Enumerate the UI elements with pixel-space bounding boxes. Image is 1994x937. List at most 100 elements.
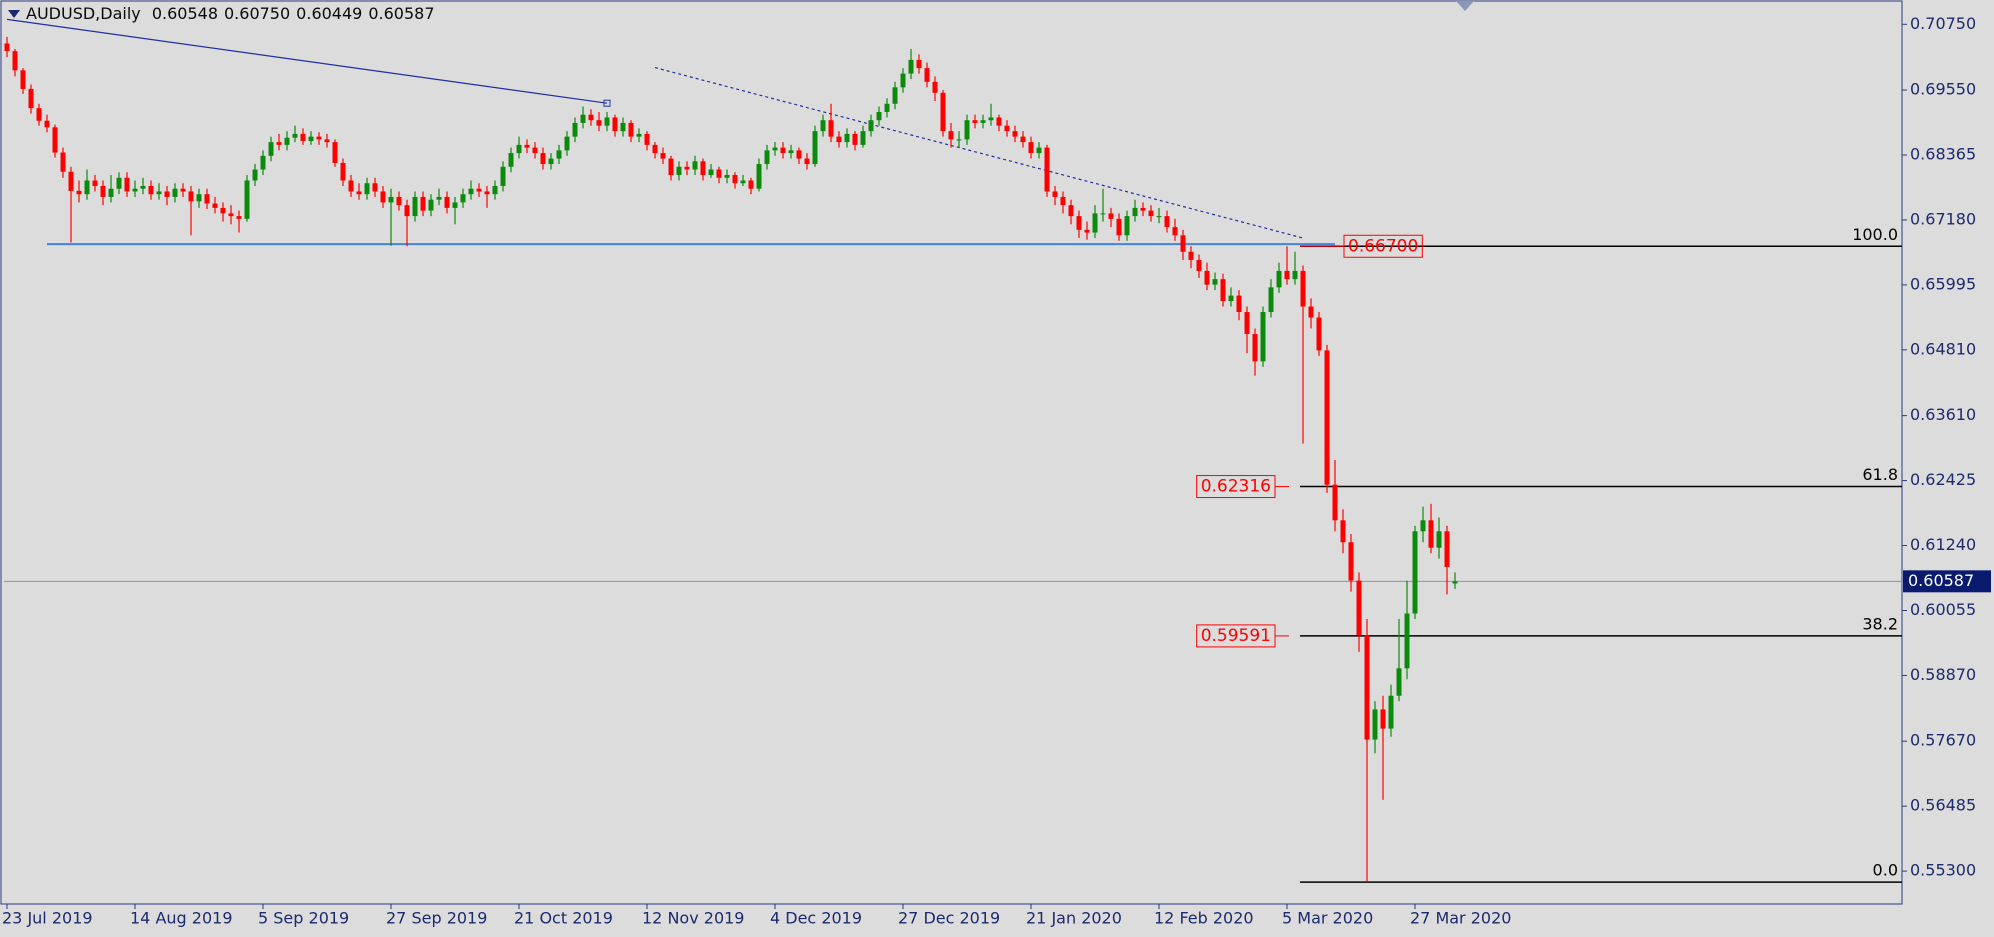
y-tick-label: 0.60055 [1910, 600, 1976, 619]
x-tick-label: 27 Sep 2019 [386, 909, 487, 928]
x-tick-label: 27 Dec 2019 [898, 909, 1000, 928]
candle-body [452, 202, 458, 208]
candle-body [892, 87, 898, 104]
candle-body [620, 122, 626, 132]
x-tick-label: 4 Dec 2019 [770, 909, 862, 928]
candle-body [404, 205, 410, 217]
candle-body [484, 191, 490, 195]
price-label: 0.62316 [1196, 475, 1289, 499]
candle-body [1124, 216, 1130, 236]
candle-body [844, 133, 850, 143]
candle-body [220, 207, 226, 214]
candle-body [532, 147, 538, 154]
candle-body [604, 117, 610, 126]
candle-body [212, 203, 218, 208]
candle-body [732, 175, 738, 184]
candle-body [540, 153, 546, 165]
x-tick-label: 21 Oct 2019 [514, 909, 613, 928]
candle-body [396, 196, 402, 206]
candle-body [596, 120, 602, 126]
y-tick-label: 0.69550 [1910, 80, 1976, 99]
y-tick-label: 0.57670 [1910, 731, 1976, 750]
candle-body [156, 191, 162, 195]
y-tick-label: 0.67180 [1910, 209, 1976, 228]
candle-body [1100, 213, 1106, 215]
candle-body [28, 88, 34, 109]
fib-level-label: 38.2 [1862, 614, 1898, 633]
candle-body [124, 177, 130, 192]
candle-body [740, 180, 746, 184]
candle-body [748, 180, 754, 189]
candle-body [100, 185, 106, 197]
candle-body [372, 183, 378, 192]
candle-body [1316, 317, 1322, 351]
candle-body [836, 136, 842, 143]
candle-body [308, 136, 314, 142]
candle-body [244, 180, 250, 219]
quote-close: 0.60587 [368, 4, 435, 23]
candle-body [1220, 279, 1226, 302]
candle-body [92, 180, 98, 186]
candle-body [1236, 295, 1242, 313]
y-tick-label: 0.63610 [1910, 405, 1976, 424]
candle-body [196, 194, 202, 202]
candle-body [260, 155, 266, 170]
fib-level-label: 100.0 [1852, 225, 1898, 244]
candle-body [1212, 279, 1218, 285]
candle-body [1412, 531, 1418, 614]
menu-triangle[interactable] [8, 9, 20, 18]
candle-body [348, 180, 354, 192]
candle-body [1340, 520, 1346, 543]
y-tick-label: 0.68365 [1910, 145, 1976, 164]
candle-body [1020, 136, 1026, 143]
candle-body [1068, 205, 1074, 217]
candle-body [1364, 635, 1370, 740]
candle-body [1308, 306, 1314, 318]
candle-body [1452, 581, 1458, 584]
candle-body [964, 120, 970, 140]
x-tick-label: 27 Mar 2020 [1410, 909, 1511, 928]
candle-body [1348, 542, 1354, 581]
price-label-text: 0.59591 [1201, 626, 1271, 646]
y-tick-label: 0.61240 [1910, 535, 1976, 554]
candle-body [1156, 216, 1162, 218]
price-label-text: 0.66700 [1348, 236, 1418, 256]
fib-level-label: 61.8 [1862, 465, 1898, 484]
candle-body [572, 122, 578, 137]
candle-body [508, 153, 514, 167]
candle-body [1076, 216, 1082, 230]
candle-body [868, 120, 874, 132]
candle-body [236, 216, 242, 219]
candle-body [1052, 191, 1058, 197]
candle-body [612, 117, 618, 132]
quote-high: 0.60750 [224, 4, 291, 23]
candle-body [1380, 709, 1386, 729]
candle-body [1252, 333, 1258, 362]
candle-body [692, 161, 698, 170]
candle-body [1444, 531, 1450, 567]
candle-body [828, 120, 834, 137]
candle-body [468, 188, 474, 195]
candle-body [1044, 147, 1050, 192]
candle-body [1332, 484, 1338, 521]
candle-body [796, 150, 802, 159]
candle-body [700, 161, 706, 176]
candle-body [972, 120, 978, 123]
candle-body [524, 144, 530, 148]
candle-body [332, 142, 338, 163]
candle-body [1284, 270, 1290, 280]
symbol: AUDUSD,Daily [26, 4, 141, 23]
candle-body [1092, 213, 1098, 233]
candle-body [852, 133, 858, 145]
candle-body [708, 169, 714, 176]
candle-body [388, 196, 394, 203]
candle-body [1164, 216, 1170, 228]
candle-body [164, 191, 170, 197]
price-label: 0.59591 [1196, 624, 1289, 648]
candle-body [668, 158, 674, 176]
candle-body [412, 196, 418, 217]
candle-body [924, 68, 930, 82]
candle-body [324, 139, 330, 143]
